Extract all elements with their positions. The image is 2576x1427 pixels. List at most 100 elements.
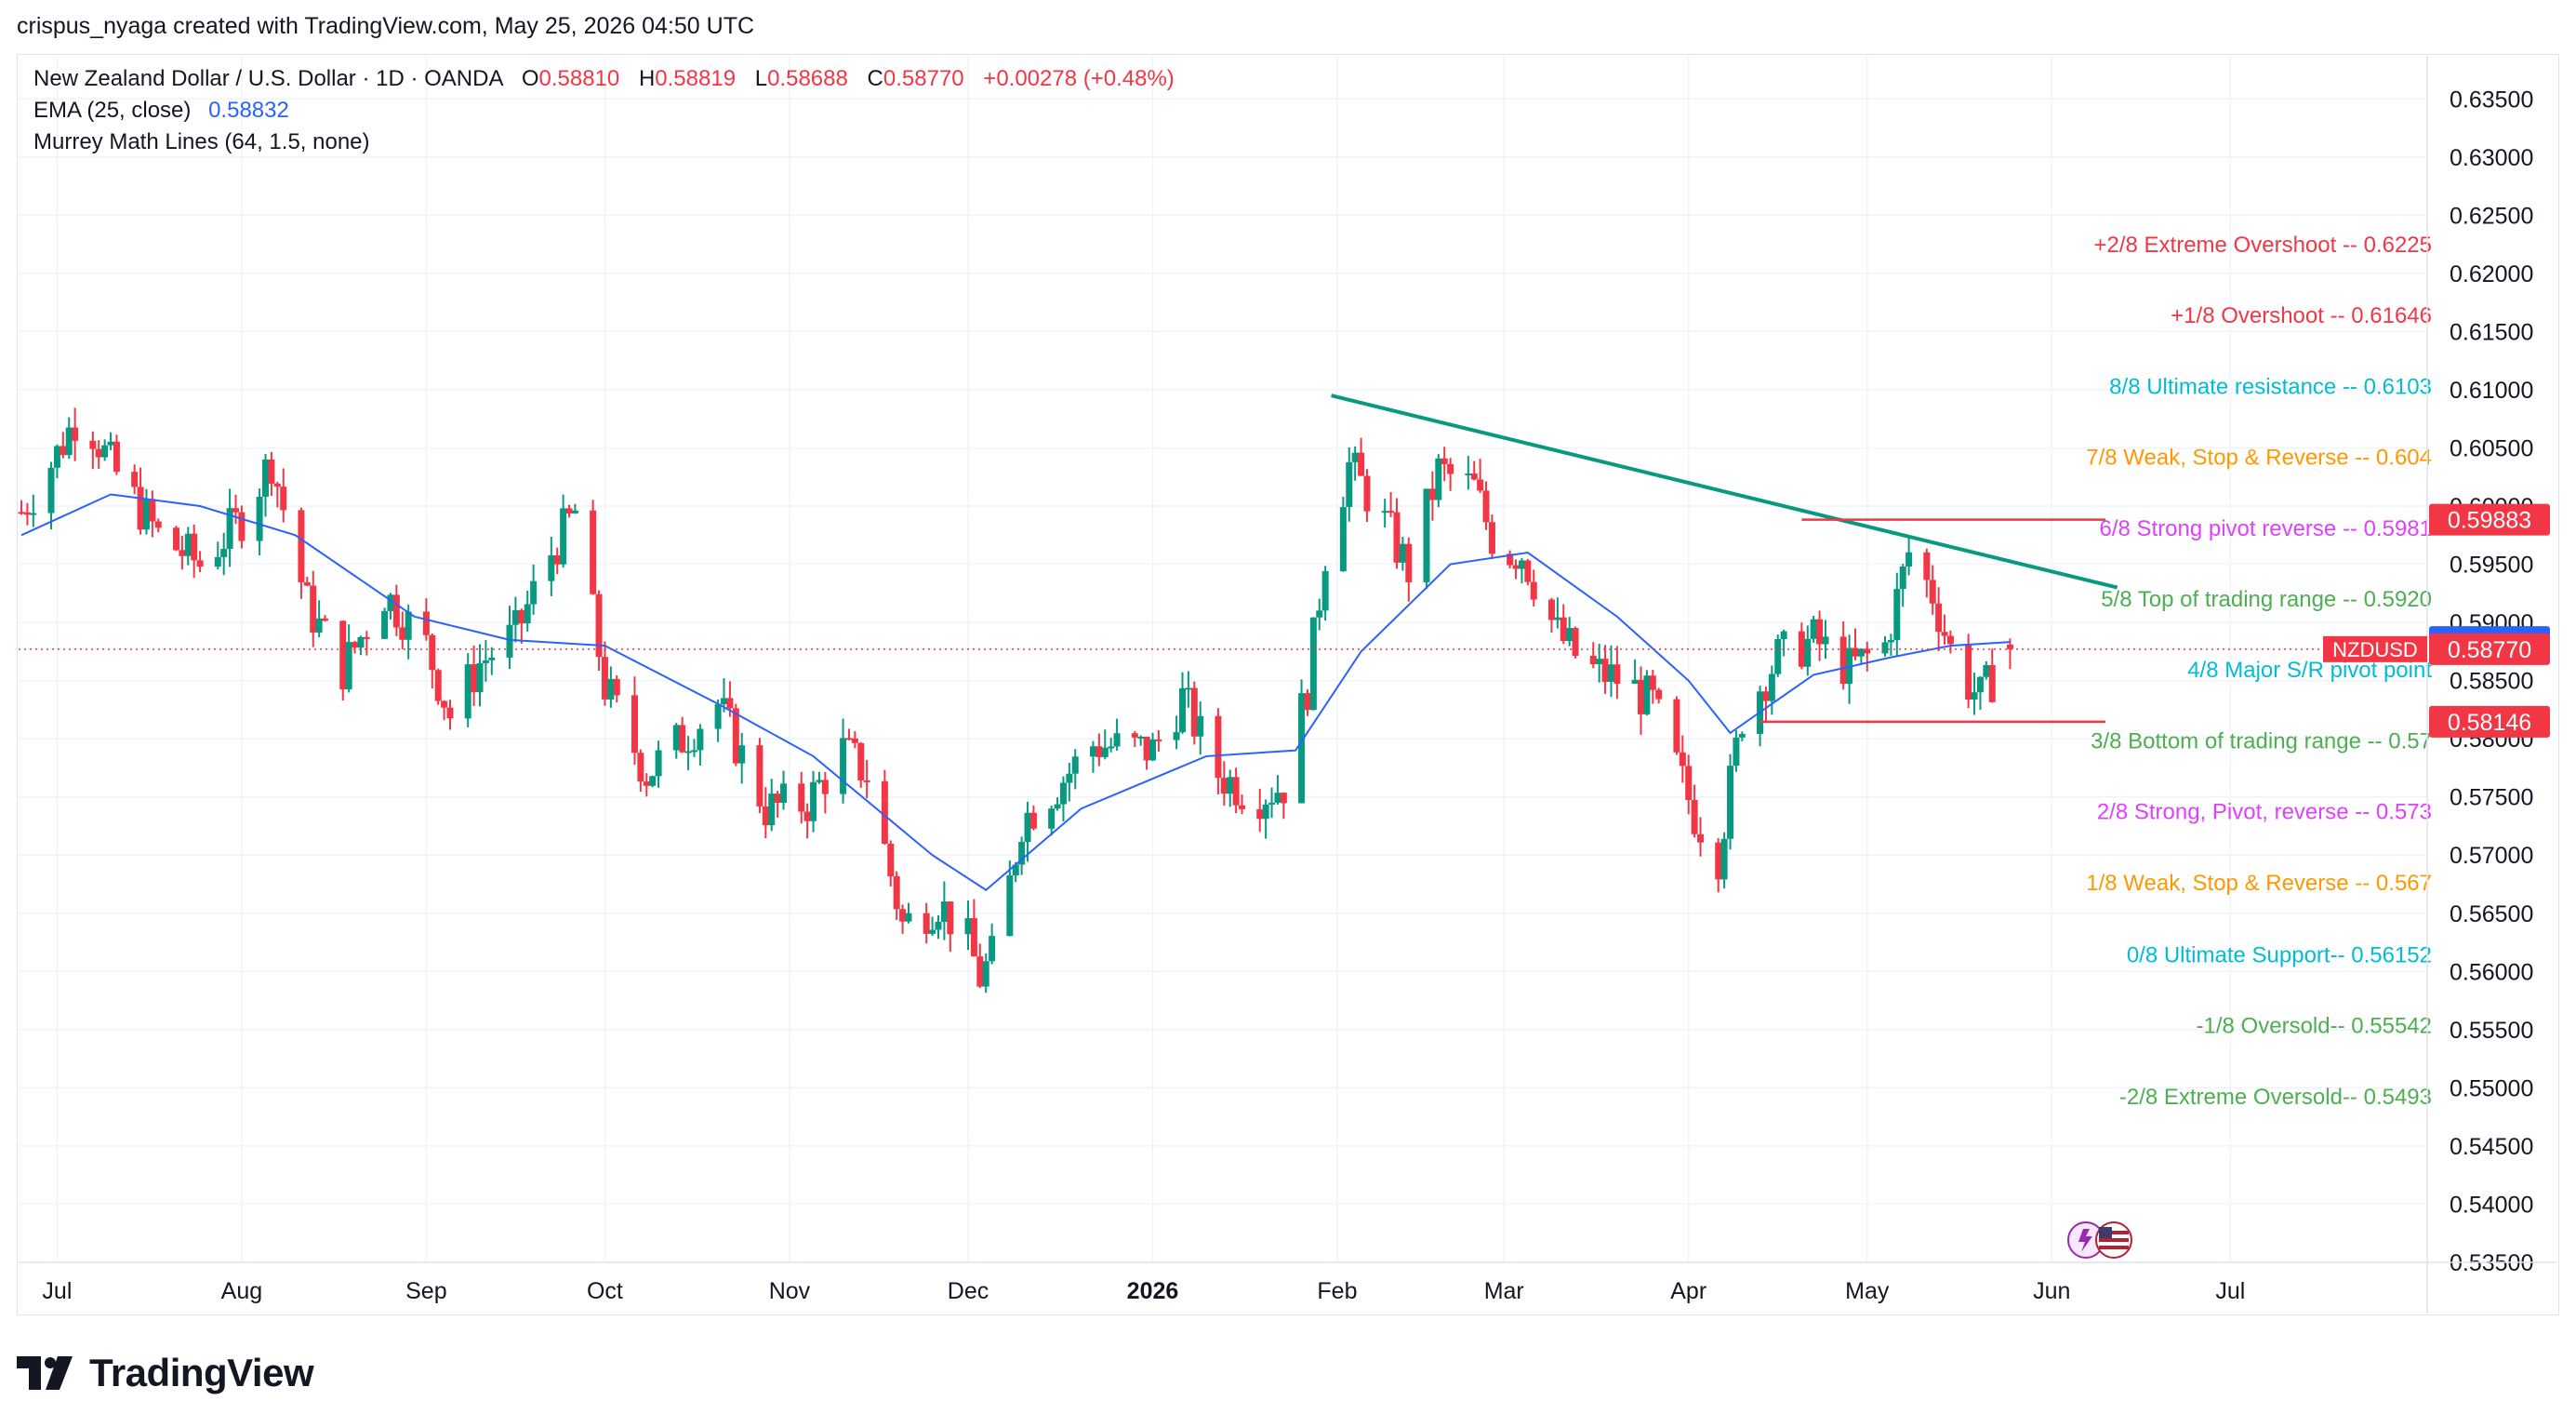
candle-body	[1631, 679, 1639, 684]
candle-body	[1655, 689, 1663, 700]
candle-body	[1149, 739, 1156, 761]
candle-body	[1197, 715, 1204, 737]
tradingview-logo-icon	[17, 1356, 73, 1390]
candle-body	[1393, 512, 1401, 563]
candle-body	[464, 664, 471, 719]
legend-murrey: Murrey Math Lines (64, 1.5, none)	[33, 129, 370, 154]
candle-body	[18, 512, 25, 514]
candle-body	[726, 698, 734, 709]
candle-body	[1507, 553, 1514, 566]
candle-body	[721, 698, 728, 705]
candle-body	[1893, 589, 1901, 640]
candle-body	[887, 843, 895, 877]
candle-body	[756, 745, 764, 807]
candle-body	[101, 445, 109, 458]
candle-body	[1524, 560, 1532, 582]
candle-body	[1988, 664, 1996, 702]
candle-body	[1298, 693, 1306, 804]
candle-body	[303, 581, 311, 586]
candle-body	[1304, 693, 1311, 711]
candle-body	[1715, 842, 1722, 880]
candle-body	[1059, 782, 1067, 805]
candle-body	[840, 738, 847, 794]
candle-body	[1232, 777, 1240, 806]
candle-body	[798, 783, 805, 812]
candle-body	[1643, 675, 1651, 714]
candle-body	[232, 508, 239, 513]
price-badge-label: 0.59883	[2448, 508, 2531, 534]
candle-body	[1899, 567, 1906, 590]
candle-body	[940, 901, 948, 922]
time-tick-label: Feb	[1317, 1278, 1357, 1304]
candle-body	[1280, 793, 1287, 804]
time-axis[interactable]: Jul Aug Sep Oct Nov Dec 2026 Feb Mar Apr May Jun Jul	[19, 1261, 2557, 1304]
candle-body	[1518, 560, 1525, 569]
flag-stripe-icon	[2099, 1246, 2129, 1249]
candle-body	[810, 781, 817, 821]
candle-body	[1857, 648, 1865, 657]
candle-body	[191, 533, 198, 561]
candle-body	[1512, 565, 1520, 569]
candle-body	[363, 636, 370, 639]
symbol-tag-label: NZDUSD	[2332, 638, 2418, 661]
candle-body	[780, 783, 788, 803]
tradingview-logo[interactable]: TradingView	[17, 1351, 314, 1395]
price-tick-label: 0.63500	[2450, 87, 2533, 113]
candle-body	[142, 499, 150, 530]
chart-frame	[17, 54, 2559, 1315]
candle-body	[1358, 452, 1365, 476]
price-tick-label: 0.56500	[2450, 901, 2533, 927]
candle-body	[1066, 773, 1073, 783]
candle-body	[601, 657, 608, 700]
candle-body	[1560, 617, 1567, 642]
candle-body	[571, 510, 578, 513]
candle-body	[113, 441, 120, 473]
candle-body	[482, 660, 489, 663]
candle-body	[1137, 736, 1145, 739]
price-tick-label: 0.61500	[2450, 319, 2533, 345]
candle-body	[738, 745, 746, 764]
candle-body	[1935, 603, 1943, 633]
price-tick-label: 0.54000	[2450, 1192, 2533, 1218]
candle-body	[1816, 619, 1824, 645]
candle-body	[392, 594, 400, 628]
candle-body	[1435, 458, 1442, 500]
price-badge-label: 0.58146	[2448, 710, 2531, 736]
candle-body	[1905, 552, 1913, 567]
candle-body	[518, 609, 525, 624]
candle-body	[684, 751, 692, 754]
candle-body	[1185, 687, 1192, 690]
descending-trendline[interactable]	[1331, 393, 2118, 590]
candle-body	[446, 707, 454, 719]
emoji-icons[interactable]	[2067, 1221, 2132, 1259]
candle-body	[1589, 656, 1597, 665]
candle-body	[1762, 691, 1770, 701]
candle-body	[89, 440, 97, 449]
candle-body	[1089, 746, 1096, 757]
candle-body	[1215, 715, 1222, 779]
candle-body	[1720, 838, 1728, 880]
candle-body	[47, 467, 55, 513]
murrey-label: 8/8 Ultimate resistance -- 0.6103	[2109, 374, 2432, 399]
murrey-label: 0/8 Ultimate Support-- 0.56152	[2127, 942, 2432, 967]
candle-body	[238, 512, 246, 541]
candle-body	[511, 609, 519, 625]
candle-body	[476, 662, 484, 693]
candle-body	[714, 704, 722, 729]
candle-body	[1971, 692, 1978, 700]
candle-body	[387, 594, 394, 611]
candle-body	[172, 527, 179, 551]
candle-body	[1447, 463, 1454, 474]
candle-body	[1679, 752, 1686, 767]
candle-body	[179, 550, 186, 556]
candle-body	[214, 556, 221, 567]
candle-body	[1887, 639, 1894, 643]
candle-body	[982, 961, 989, 987]
murrey-label: 5/8 Top of trading range -- 0.5920	[2101, 587, 2432, 612]
candle-body	[154, 521, 162, 528]
candle-body	[1262, 804, 1269, 820]
price-tick-label: 0.63000	[2450, 145, 2533, 171]
candle-body	[1339, 507, 1347, 572]
price-tick-label: 0.57000	[2450, 843, 2533, 869]
